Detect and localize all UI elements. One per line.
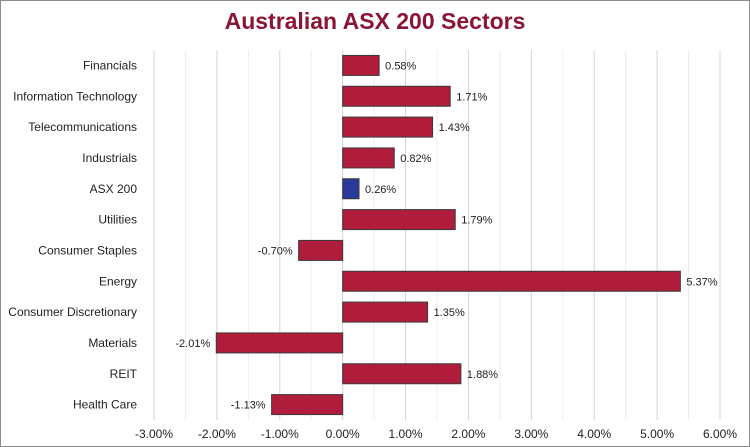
data-label: 0.58% [385,60,416,72]
gridlines [153,50,721,420]
bar-telecommunications [342,116,434,138]
data-label: 1.35% [434,307,465,319]
category-label: Consumer Staples [38,243,137,257]
data-label: 0.82% [400,153,431,165]
category-label: Health Care [73,398,137,412]
data-labels: 0.58% 1.71% 1.43% 0.82% 0.26% 1.79% -0.70% 5.37… [175,60,717,411]
bar-consumer-discretionary [342,301,429,323]
bars [215,54,681,416]
category-label: Utilities [98,213,137,227]
x-tick-label: 4.00% [577,427,611,441]
bar-financials [342,54,380,76]
x-tick-label: 3.00% [514,427,548,441]
bar-industrials [342,147,395,169]
x-tick-label: 5.00% [640,427,674,441]
x-tick-label: -1.00% [261,427,299,441]
category-label: Materials [88,336,137,350]
data-label: 1.43% [439,122,470,134]
bar-asx-200 [342,178,360,200]
x-tick-label: -3.00% [135,427,173,441]
category-label: Information Technology [13,89,137,103]
data-label: -1.13% [231,400,266,412]
bar-health-care [271,394,344,416]
data-label: 1.88% [467,369,498,381]
x-tick-label: 1.00% [389,427,423,441]
x-tick-label: -2.00% [198,427,236,441]
bar-materials [215,332,344,354]
x-tick-label: 0.00% [326,427,360,441]
category-labels: Financials Information Technology Telecomm… [8,58,137,411]
category-label: Industrials [82,151,137,165]
category-label: Financials [83,58,137,72]
chart-title: Australian ASX 200 Sectors [224,8,526,34]
bar-energy [342,270,681,292]
category-label: Consumer Discretionary [8,305,137,319]
category-label: REIT [110,367,138,381]
data-label: 5.37% [686,276,717,288]
data-label: 1.79% [461,215,492,227]
bar-utilities [342,209,456,231]
bar-reit [342,363,462,385]
data-label: 0.26% [365,184,396,196]
x-axis-ticks: -3.00% -2.00% -1.00% 0.00% 1.00% 2.00% 3.00% 4.… [135,427,737,441]
data-label: -0.70% [258,245,293,257]
bar-consumer-staples [298,239,344,261]
category-label: ASX 200 [90,182,138,196]
data-label: -2.01% [175,338,210,350]
category-label: Energy [99,274,137,288]
category-label: Telecommunications [28,120,137,134]
data-label: 1.71% [456,91,487,103]
x-tick-label: 2.00% [451,427,485,441]
x-tick-label: 6.00% [703,427,737,441]
bar-information-technology [342,85,451,107]
